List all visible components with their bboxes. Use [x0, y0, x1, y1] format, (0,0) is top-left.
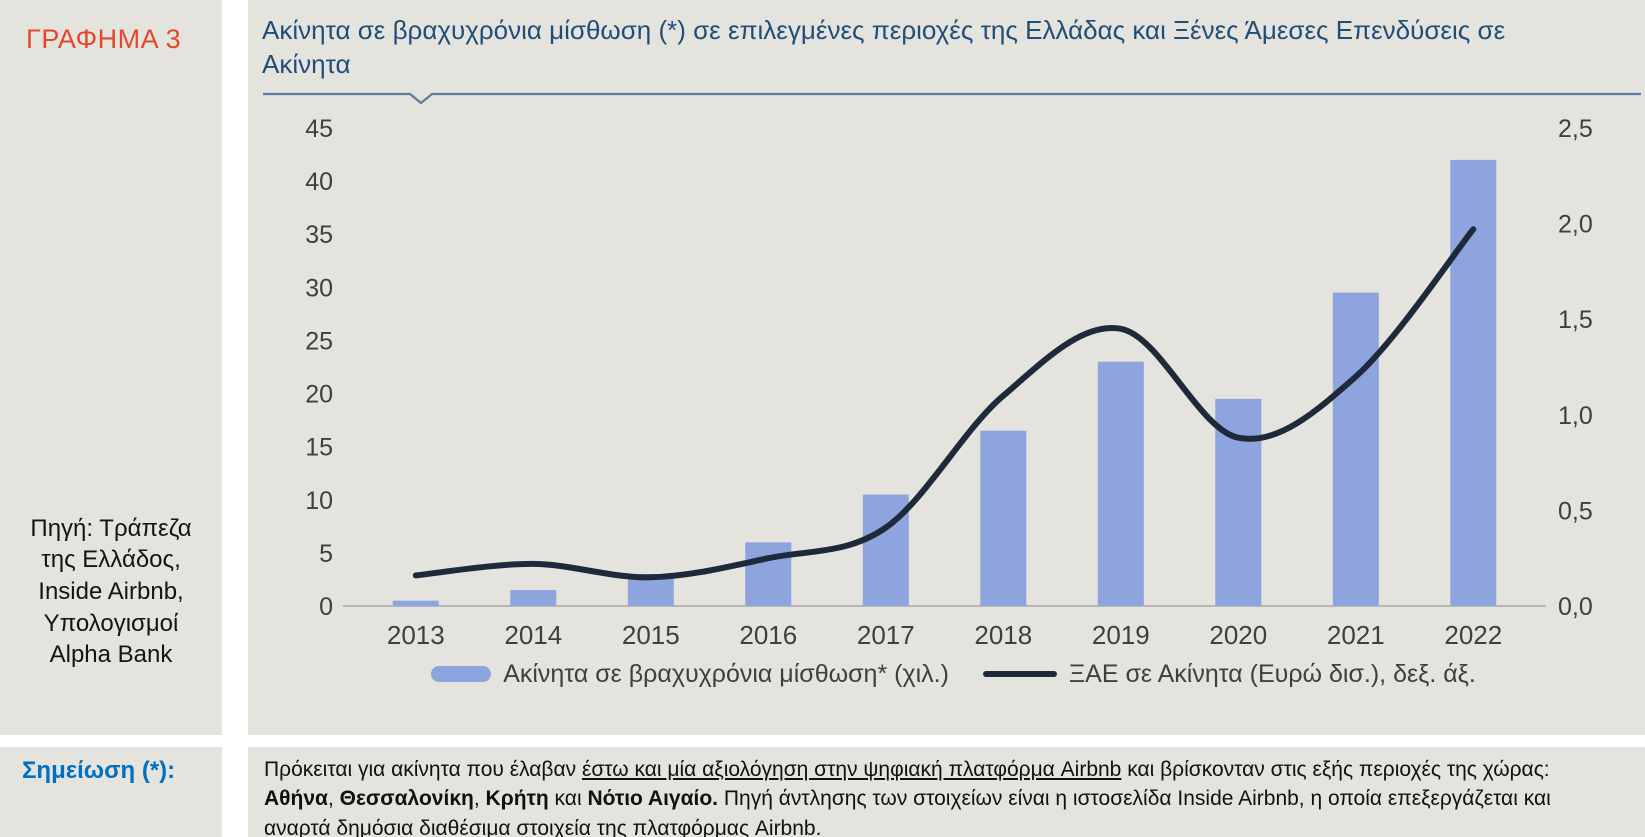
right-axis-tick: 0,5	[1558, 497, 1593, 525]
bar-2021	[1332, 292, 1379, 606]
note-segment: Πηγή άντλησης των στοιχείων είναι η ιστο…	[264, 787, 1551, 837]
bar-2022	[1450, 159, 1497, 606]
left-axis-tick: 30	[305, 274, 333, 302]
note-segment: Νότιο Αιγαίο.	[587, 787, 719, 811]
figure-label: ΓΡΑΦΗΜΑ 3	[26, 24, 182, 54]
bar-2018	[980, 430, 1027, 606]
left-axis-tick: 40	[305, 168, 333, 196]
chart-title: Ακίνητα σε βραχυχρόνια μίσθωση (*) σε επ…	[262, 15, 1506, 79]
chart-panel: Ακίνητα σε βραχυχρόνια μίσθωση (*) σε επ…	[248, 0, 1645, 735]
x-axis-label: 2022	[1444, 620, 1502, 650]
left-axis-tick: 5	[319, 539, 333, 567]
x-axis-label: 2017	[857, 620, 915, 650]
legend-item-line: ΞΑΕ σε Ακίνητα (Ευρώ δισ.), δεξ. άξ.	[982, 659, 1476, 689]
note-label: Σημείωση (*):	[22, 757, 176, 784]
right-axis-tick: 2,0	[1558, 210, 1593, 238]
right-axis-tick: 2,5	[1558, 115, 1593, 143]
fdi-line	[412, 225, 1477, 580]
note-segment: και βρίσκονταν στις εξής περιοχές της χώ…	[1121, 758, 1550, 781]
title-rule-line	[263, 92, 1641, 105]
note-segment: Κρήτη	[485, 787, 549, 811]
bar-2019	[1097, 361, 1144, 606]
left-axis-tick: 25	[305, 327, 333, 355]
sidebar: ΓΡΑΦΗΜΑ 3 Πηγή: Τράπεζα της Ελλάδος, Ins…	[0, 0, 222, 735]
bar-2016	[745, 541, 792, 606]
x-axis-label: 2016	[739, 620, 797, 650]
x-axis-label: 2014	[504, 620, 562, 650]
left-axis-tick: 0	[319, 593, 333, 621]
bar-2013	[392, 600, 439, 606]
bar-series-swatch-icon	[431, 666, 492, 683]
x-axis-label: 2020	[1209, 620, 1267, 650]
source-note: Πηγή: Τράπεζα της Ελλάδος, Inside Airbnb…	[30, 514, 192, 669]
x-axis-label: 2013	[387, 620, 445, 650]
right-axis-tick: 0,0	[1558, 593, 1593, 621]
combo-chart: 0 5 10 15 20 25 30 35 40 45 0,0 0,5 1,0 1,5 2,0 2,5 2013…	[305, 115, 1593, 650]
left-axis-tick: 45	[305, 115, 333, 143]
left-axis-tick: 15	[305, 433, 333, 461]
right-axis-tick: 1,5	[1558, 306, 1593, 334]
line-series-swatch-icon	[982, 671, 1057, 678]
note-segment: Πρόκειται για ακίνητα που έλαβαν	[264, 758, 582, 781]
note-segment: ,	[327, 787, 340, 811]
left-axis-tick: 10	[305, 486, 333, 514]
bar-2014	[510, 589, 557, 606]
note-segment: ,	[473, 787, 486, 811]
note-text-cell: Πρόκειται για ακίνητα που έλαβαν έστω κα…	[248, 747, 1645, 837]
right-axis-tick: 1,0	[1558, 401, 1593, 429]
x-axis-label: 2018	[974, 620, 1032, 650]
legend-label-bars: Ακίνητα σε βραχυχρόνια μίσθωση* (χιλ.)	[503, 659, 949, 688]
note-segment: Θεσσαλονίκη	[339, 787, 474, 811]
chart-legend: Ακίνητα σε βραχυχρόνια μίσθωση* (χιλ.) Ξ…	[262, 660, 1645, 689]
x-axis-label: 2019	[1092, 620, 1150, 650]
note-segment: και	[548, 787, 588, 811]
note-segment: έστω και μία αξιολόγηση στην ψηφιακή πλα…	[581, 758, 1122, 781]
legend-item-bars: Ακίνητα σε βραχυχρόνια μίσθωση* (χιλ.)	[431, 660, 949, 689]
title-rule	[263, 92, 1641, 105]
left-axis-tick: 35	[305, 221, 333, 249]
x-axis-label: 2015	[622, 620, 680, 650]
note-label-cell: Σημείωση (*):	[0, 747, 222, 837]
note-text: Πρόκειται για ακίνητα που έλαβαν έστω κα…	[264, 755, 1623, 837]
legend-label-line: ΞΑΕ σε Ακίνητα (Ευρώ δισ.), δεξ. άξ.	[1068, 659, 1476, 688]
left-axis-tick: 20	[305, 380, 333, 408]
note-segment: Αθήνα	[264, 787, 328, 811]
x-axis-label: 2021	[1327, 620, 1385, 650]
